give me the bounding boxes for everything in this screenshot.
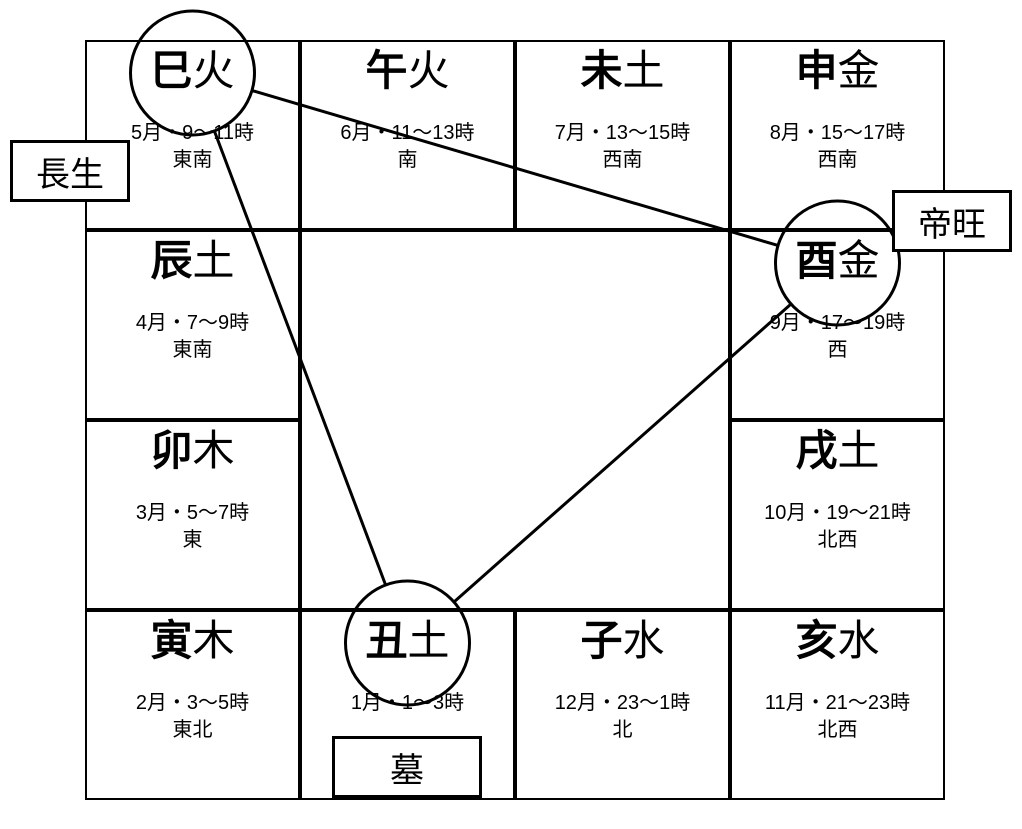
cell-line2-you: 西 xyxy=(732,337,943,364)
cell-yin: 寅木 2月・3〜5時東北 xyxy=(85,610,300,800)
element-chen: 土 xyxy=(193,237,235,284)
cell-head-hai: 亥水 xyxy=(732,612,943,662)
cell-you: 酉金 9月・17〜19時西 xyxy=(730,230,945,420)
cell-head-shen: 申金 xyxy=(732,42,943,92)
cell-line2-wu: 南 xyxy=(302,147,513,174)
branch-chen: 辰 xyxy=(150,237,192,284)
cell-hai: 亥水 11月・21〜23時北西 xyxy=(730,610,945,800)
element-si: 火 xyxy=(193,47,235,94)
branch-zi: 子 xyxy=(580,617,622,664)
branch-wei: 未 xyxy=(580,47,622,94)
cell-head-chou: 丑土 xyxy=(302,612,513,662)
element-chou: 土 xyxy=(408,617,450,664)
element-yin: 木 xyxy=(193,617,235,664)
cell-line2-mao: 東 xyxy=(87,527,298,554)
cell-chen: 辰土 4月・7〜9時東南 xyxy=(85,230,300,420)
cell-head-wei: 未土 xyxy=(517,42,728,92)
cell-zi: 子水 12月・23〜1時北 xyxy=(515,610,730,800)
callout-chousei: 長生 xyxy=(10,140,130,202)
element-shen: 金 xyxy=(838,47,880,94)
cell-head-xu: 戌土 xyxy=(732,422,943,472)
zodiac-grid-diagram: 巳火5月・9〜11時東南午火6月・11〜13時南未土7月・13〜15時西南申金8… xyxy=(0,0,1022,829)
cell-head-wu: 午火 xyxy=(302,42,513,92)
cell-head-si: 巳火 xyxy=(87,42,298,92)
cell-head-zi: 子水 xyxy=(517,612,728,662)
element-wu: 火 xyxy=(408,47,450,94)
branch-si: 巳 xyxy=(150,47,192,94)
cell-line2-wei: 西南 xyxy=(517,147,728,174)
cell-line2-xu: 北西 xyxy=(732,527,943,554)
callout-bo: 墓 xyxy=(332,736,482,798)
cell-line1-hai: 11月・21〜23時 xyxy=(732,690,943,717)
cell-line2-chen: 東南 xyxy=(87,337,298,364)
cell-line2-shen: 西南 xyxy=(732,147,943,174)
branch-hai: 亥 xyxy=(795,617,837,664)
branch-you: 酉 xyxy=(795,237,837,284)
element-wei: 土 xyxy=(623,47,665,94)
cell-line1-you: 9月・17〜19時 xyxy=(732,310,943,337)
branch-yin: 寅 xyxy=(150,617,192,664)
cell-line2-yin: 東北 xyxy=(87,717,298,744)
cell-head-mao: 卯木 xyxy=(87,422,298,472)
branch-mao: 卯 xyxy=(150,427,192,474)
branch-chou: 丑 xyxy=(365,617,407,664)
center-hole xyxy=(300,230,730,610)
cell-wei: 未土 7月・13〜15時西南 xyxy=(515,40,730,230)
cell-line1-xu: 10月・19〜21時 xyxy=(732,500,943,527)
cell-head-yin: 寅木 xyxy=(87,612,298,662)
cell-line1-mao: 3月・5〜7時 xyxy=(87,500,298,527)
branch-shen: 申 xyxy=(795,47,837,94)
cell-line1-zi: 12月・23〜1時 xyxy=(517,690,728,717)
cell-line1-wu: 6月・11〜13時 xyxy=(302,120,513,147)
element-you: 金 xyxy=(838,237,880,284)
cell-mao: 卯木 3月・5〜7時東 xyxy=(85,420,300,610)
cell-line1-shen: 8月・15〜17時 xyxy=(732,120,943,147)
element-zi: 水 xyxy=(623,617,665,664)
cell-wu: 午火 6月・11〜13時南 xyxy=(300,40,515,230)
cell-line2-zi: 北 xyxy=(517,717,728,744)
branch-xu: 戌 xyxy=(795,427,837,474)
cell-xu: 戌土 10月・19〜21時北西 xyxy=(730,420,945,610)
cell-line2-hai: 北西 xyxy=(732,717,943,744)
cell-line1-wei: 7月・13〜15時 xyxy=(517,120,728,147)
branch-wu: 午 xyxy=(365,47,407,94)
callout-teio: 帝旺 xyxy=(892,190,1012,252)
element-xu: 土 xyxy=(838,427,880,474)
cell-line1-chou: 1月・1〜3時 xyxy=(302,690,513,717)
cell-line1-yin: 2月・3〜5時 xyxy=(87,690,298,717)
element-hai: 水 xyxy=(838,617,880,664)
cell-line1-chen: 4月・7〜9時 xyxy=(87,310,298,337)
cell-head-chen: 辰土 xyxy=(87,232,298,282)
element-mao: 木 xyxy=(193,427,235,474)
